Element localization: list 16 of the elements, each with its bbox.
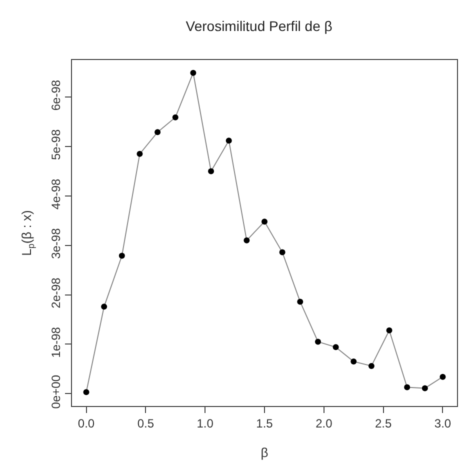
x-tick-label: 1.5 xyxy=(256,416,274,430)
y-tick-label: 5e-98 xyxy=(49,129,64,160)
chart-title: Verosimilitud Perfil de β xyxy=(186,18,332,34)
y-tick-label: 4e-98 xyxy=(49,178,64,210)
x-tick-label: 1.0 xyxy=(196,416,214,430)
y-tick-label: 3e-98 xyxy=(49,228,64,259)
x-axis-title: β xyxy=(260,445,268,460)
y-tick-label: 6e-98 xyxy=(49,80,64,111)
y-tick-label: 2e-98 xyxy=(49,277,64,308)
y-tick-label: 1e-98 xyxy=(49,326,64,358)
x-tick-label: 2.0 xyxy=(316,416,333,430)
y-tick-label: 0e+00 xyxy=(49,374,64,409)
x-tick-label: 2.5 xyxy=(374,416,392,430)
x-tick-label: 0.0 xyxy=(78,416,95,430)
x-tick-label: 3.0 xyxy=(434,416,452,430)
x-tick-label: 0.5 xyxy=(137,416,154,430)
